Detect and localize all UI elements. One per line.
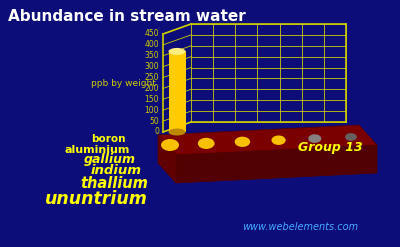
Text: 150: 150 xyxy=(144,95,159,104)
Ellipse shape xyxy=(198,138,214,149)
Text: 100: 100 xyxy=(144,106,159,115)
Polygon shape xyxy=(158,135,176,183)
Text: aluminium: aluminium xyxy=(65,145,130,155)
Ellipse shape xyxy=(168,128,186,136)
Text: ununtrium: ununtrium xyxy=(45,190,148,208)
Text: Abundance in stream water: Abundance in stream water xyxy=(8,9,246,24)
Polygon shape xyxy=(181,51,186,132)
Ellipse shape xyxy=(272,135,286,145)
Text: www.webelements.com: www.webelements.com xyxy=(242,222,358,232)
Polygon shape xyxy=(176,145,377,183)
Text: gallium: gallium xyxy=(84,153,136,166)
Text: 450: 450 xyxy=(144,29,159,39)
Text: 350: 350 xyxy=(144,51,159,60)
Ellipse shape xyxy=(345,133,357,141)
Text: boron: boron xyxy=(92,134,126,144)
Text: 50: 50 xyxy=(149,117,159,126)
Text: thallium: thallium xyxy=(80,176,148,190)
Ellipse shape xyxy=(168,48,186,55)
Text: 200: 200 xyxy=(144,84,159,93)
Ellipse shape xyxy=(161,139,179,151)
Text: Group 13: Group 13 xyxy=(298,141,362,153)
Ellipse shape xyxy=(308,134,321,143)
Ellipse shape xyxy=(235,137,250,147)
Text: indium: indium xyxy=(91,165,142,178)
Text: 0: 0 xyxy=(154,127,159,137)
Text: 400: 400 xyxy=(144,41,159,49)
Bar xyxy=(168,51,186,132)
Text: 250: 250 xyxy=(144,73,159,82)
Text: ppb by weight: ppb by weight xyxy=(90,79,156,87)
Text: 300: 300 xyxy=(144,62,159,71)
Polygon shape xyxy=(158,125,377,155)
